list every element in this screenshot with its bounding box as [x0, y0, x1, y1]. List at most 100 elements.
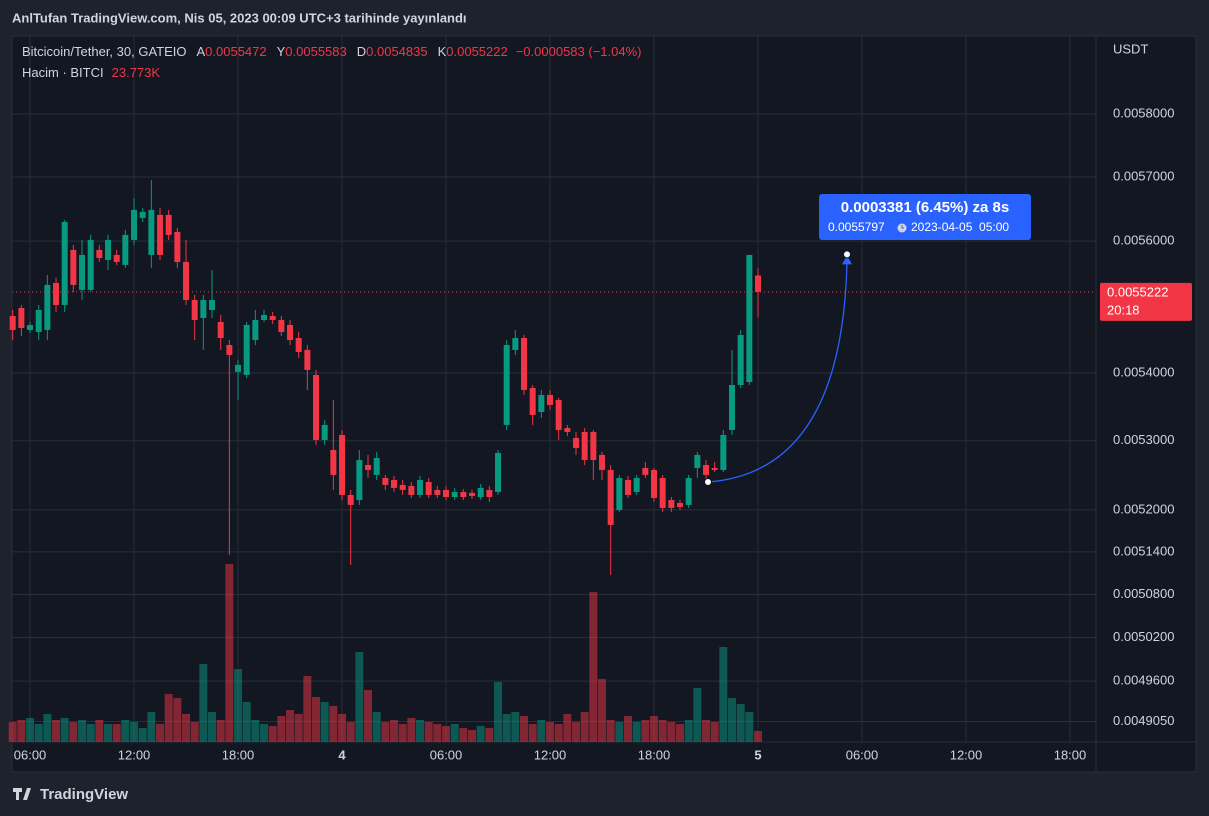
ohlc-label: K	[438, 44, 447, 59]
candle-body	[573, 437, 580, 448]
ohlc-value: 0.0055222	[446, 44, 507, 59]
candle-body	[729, 384, 736, 430]
volume-bar	[502, 714, 511, 742]
candle-body	[555, 399, 562, 430]
x-tick-label: 5	[754, 747, 761, 762]
candle-body	[694, 454, 701, 468]
legend-header: Bitcicoin/Tether, 30, GATEIO A0.0055472 Y0…	[22, 44, 642, 59]
volume-bar	[702, 720, 711, 742]
volume-bar	[268, 726, 277, 742]
candle-body	[521, 338, 528, 390]
candle-body	[677, 503, 684, 507]
volume-bar	[416, 720, 425, 742]
candle-body	[61, 221, 68, 305]
brand: TradingView	[40, 786, 128, 803]
volume-bar	[164, 694, 173, 742]
candle-body	[70, 249, 77, 285]
volume-bar	[121, 720, 130, 742]
candle-body	[685, 477, 692, 505]
brand-logo: TradingView	[13, 786, 128, 803]
candle-body	[9, 316, 16, 330]
y-tick-label: 0.0053000	[1113, 432, 1174, 447]
candle-body	[347, 494, 354, 505]
projection-time: 2023-04-05 05:00	[911, 220, 1009, 234]
candle-body	[226, 344, 233, 355]
candle-body	[625, 479, 632, 495]
candle-body	[373, 457, 380, 475]
volume-bar	[364, 690, 373, 742]
candle-body	[746, 254, 753, 383]
candle-body	[174, 231, 181, 262]
volume-bar	[537, 720, 546, 742]
ohlc-label: Y	[277, 44, 286, 59]
volume-bar	[225, 564, 234, 742]
volume-bar	[563, 714, 572, 742]
volume-bar	[572, 722, 581, 742]
x-tick-label: 4	[338, 747, 346, 762]
volume-bar	[277, 716, 286, 742]
symbol: Bitcicoin/Tether, 30, GATEIO	[22, 44, 187, 59]
clock-hands	[901, 225, 904, 229]
candle-body	[261, 315, 268, 320]
candle-body	[616, 477, 623, 510]
y-tick-label: 0.0050800	[1113, 586, 1174, 601]
volume-bar	[8, 722, 17, 742]
volume-bar	[650, 716, 659, 742]
candle-body	[243, 324, 250, 375]
countdown: 20:18	[1107, 302, 1140, 317]
volume-bar	[173, 698, 182, 742]
volume-bar	[303, 676, 312, 742]
volume-bar	[745, 712, 754, 742]
candle-body	[512, 338, 519, 350]
projection-price: 0.0055797	[828, 220, 885, 234]
volume-bar	[199, 664, 208, 742]
candle-body	[443, 489, 450, 498]
candle-body	[547, 394, 554, 405]
candle-body	[720, 434, 727, 470]
candle-body	[191, 299, 198, 320]
currency: USDT	[1113, 41, 1148, 56]
candle-body	[590, 431, 597, 460]
candle-body	[330, 449, 337, 475]
volume-bar	[424, 722, 433, 742]
candle-body	[18, 308, 25, 328]
volume-bar	[641, 720, 650, 742]
x-tick-label: 06:00	[846, 747, 879, 762]
volume-bar	[355, 652, 364, 742]
candle-body	[495, 452, 502, 492]
projection-start	[704, 478, 712, 486]
candle-body	[321, 424, 328, 440]
projection-label: 0.0003381 (6.45%) za 8s	[841, 199, 1009, 216]
candle-body	[252, 319, 259, 341]
volume-bar	[260, 724, 269, 742]
y-tick-label: 0.0049600	[1113, 673, 1174, 688]
volume-bar	[95, 720, 104, 742]
candle-body	[469, 492, 476, 496]
volume-bar	[398, 724, 407, 742]
candle-body	[391, 479, 398, 488]
volume-bar	[156, 724, 165, 742]
volume-bar	[234, 669, 243, 742]
volume-bar	[485, 728, 494, 742]
change: −0.0000583 (−1.04%)	[516, 44, 642, 59]
candle-body	[35, 309, 42, 332]
candle-body	[365, 465, 372, 470]
volume-bar	[372, 712, 381, 742]
volume-bar	[606, 720, 615, 742]
candle-body	[278, 319, 285, 332]
projection-box	[819, 194, 1031, 240]
x-tick-label: 12:00	[534, 747, 567, 762]
candle-body	[339, 434, 346, 495]
volume-bar	[320, 702, 329, 742]
volume-bar	[736, 704, 745, 742]
volume-bar	[78, 720, 87, 742]
arrow-head	[842, 255, 852, 265]
volume-bar	[86, 724, 95, 742]
candle-body	[87, 239, 94, 290]
y-tick-label: 0.0057000	[1113, 168, 1174, 183]
candle-body	[200, 299, 207, 318]
volume-bar	[667, 722, 676, 742]
candle-body	[599, 454, 606, 470]
volume-bar	[528, 724, 537, 742]
candle-body	[217, 321, 224, 339]
